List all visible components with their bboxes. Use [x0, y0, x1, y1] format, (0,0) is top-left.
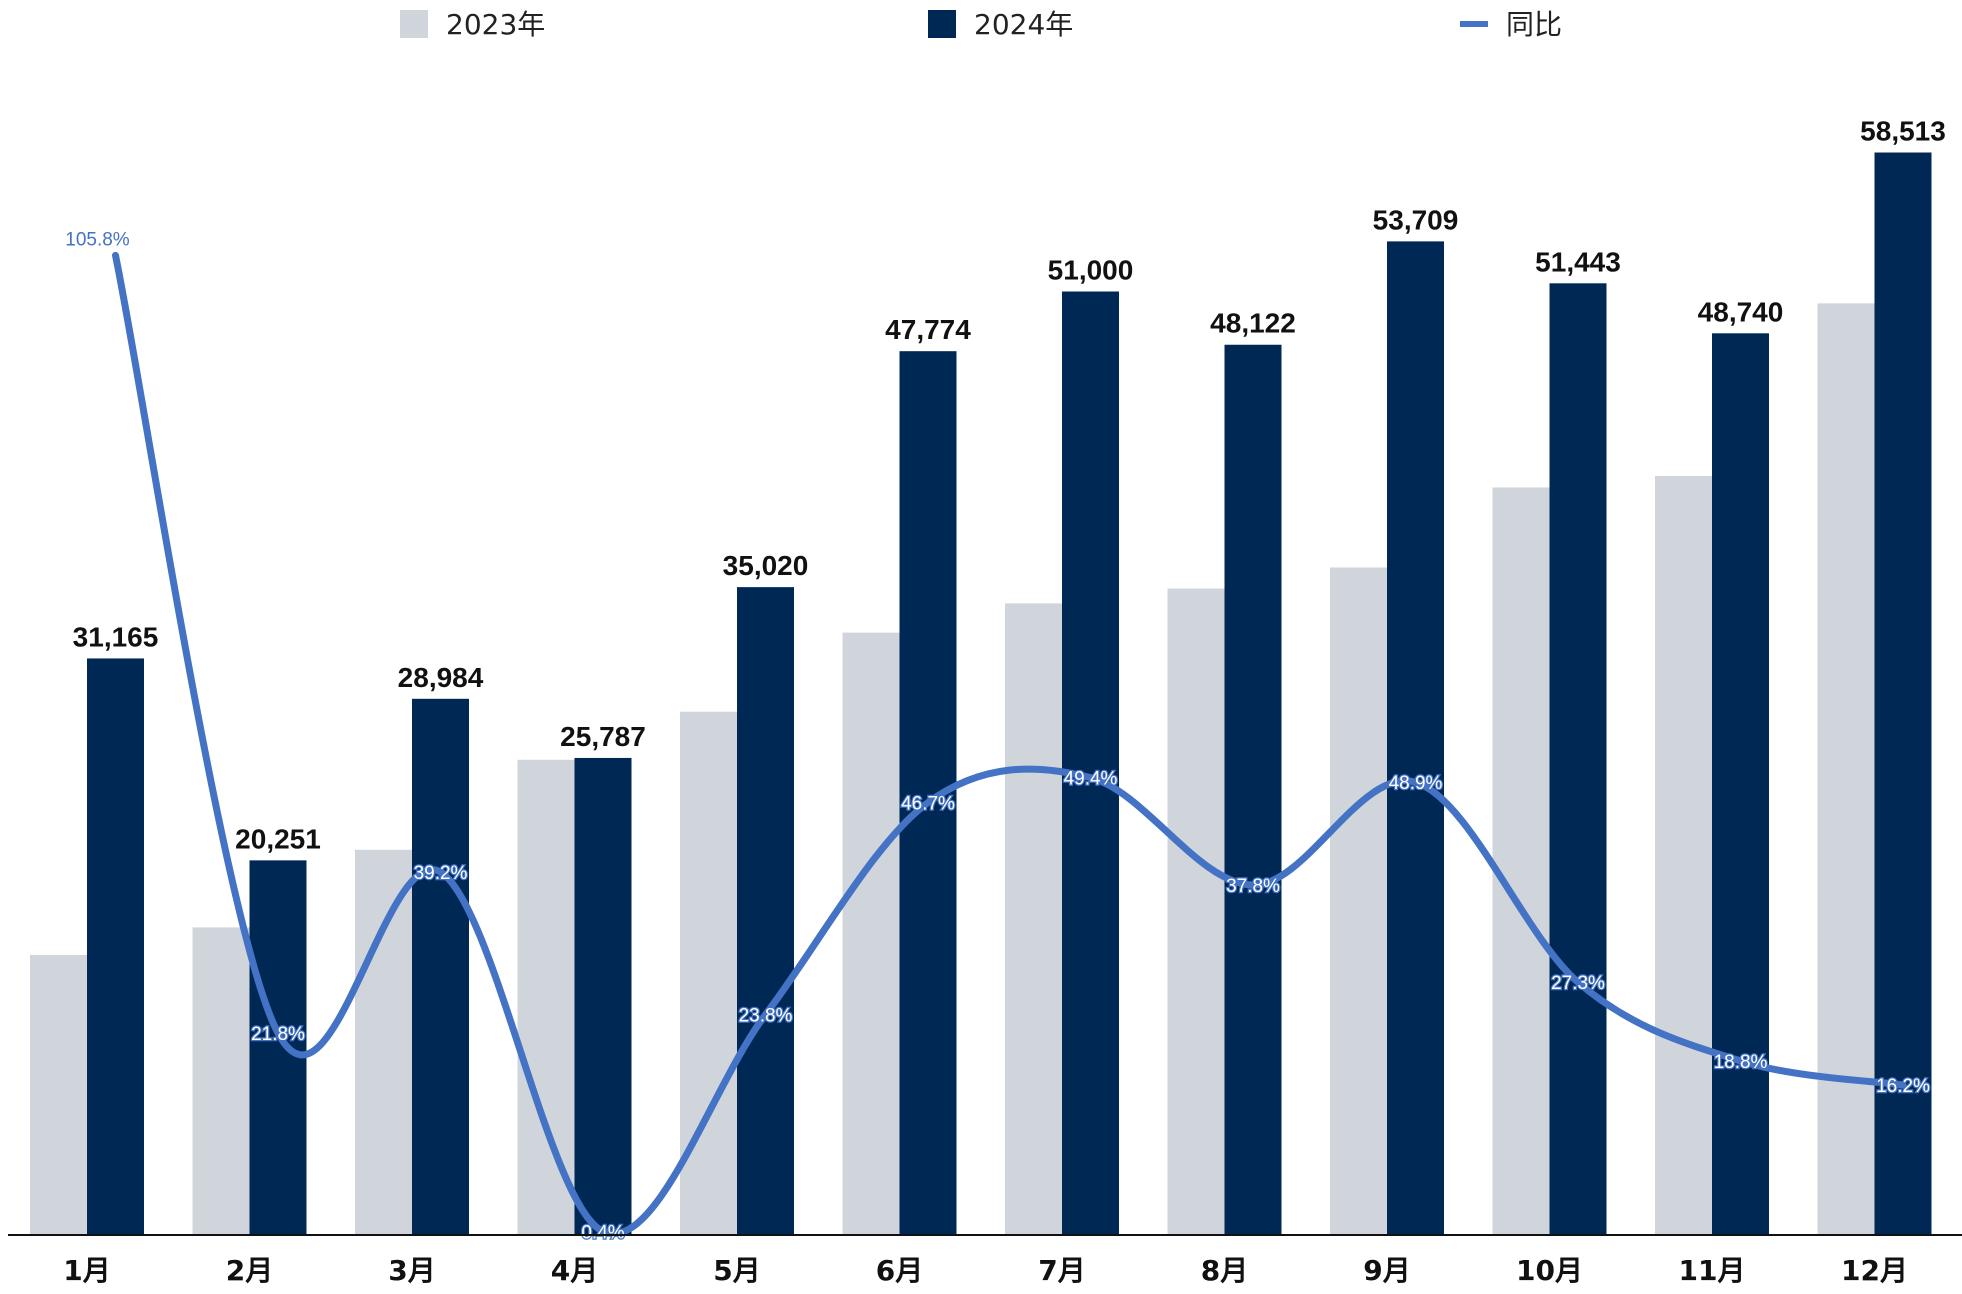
yoy-label-8: 37.8% [1226, 876, 1280, 897]
x-tick-7: 7月 [1038, 1254, 1085, 1287]
yoy-label-11: 18.8% [1714, 1052, 1768, 1073]
yoy-label-3: 39.2% [414, 863, 468, 884]
x-tick-10: 10月 [1516, 1254, 1583, 1287]
yoy-label-9: 48.9% [1389, 773, 1443, 794]
yoy-label-12: 16.2% [1876, 1076, 1930, 1097]
yoy-label-7: 49.4% [1064, 769, 1118, 790]
yoy-line [112, 251, 1907, 1237]
value-label-2024-6: 47,774 [885, 314, 971, 345]
yoy-label-5: 23.8% [739, 1006, 793, 1027]
bar-2024-11 [1712, 333, 1769, 1235]
bar-2023-12 [1817, 303, 1875, 1235]
bars-layer [30, 152, 1932, 1236]
value-label-2024-5: 35,020 [723, 550, 809, 581]
bar-2024-1 [87, 658, 144, 1235]
bar-2024-7 [1062, 291, 1119, 1235]
pct-labels-layer: 105.8% 21.8% 39.2% 0.4% 23.8% 46.7% 49.4% 37.8%… [65, 229, 1931, 1244]
x-tick-11: 11月 [1679, 1254, 1746, 1287]
bar-2023-3 [355, 849, 412, 1235]
legend: 2023年 2024年 同比 [400, 8, 1562, 41]
legend-label-1: 2024年 [974, 8, 1073, 41]
yoy-label-2: 21.8% [251, 1024, 305, 1045]
yoy-label-10: 27.3% [1551, 973, 1605, 994]
x-tick-4: 4月 [551, 1254, 598, 1287]
x-tick-12: 12月 [1841, 1254, 1908, 1287]
x-tick-8: 8月 [1201, 1254, 1248, 1287]
value-label-2024-8: 48,122 [1210, 308, 1296, 339]
legend-swatch-1 [928, 10, 956, 38]
yoy-label-4: 0.4% [581, 1222, 624, 1243]
yoy-label-1: 105.8% [65, 229, 130, 250]
value-label-2024-11: 48,740 [1698, 296, 1784, 327]
bar-2023-10 [1492, 487, 1550, 1236]
bar-2023-6 [842, 632, 900, 1235]
bar-2023-11 [1655, 476, 1712, 1235]
value-label-2024-4: 25,787 [560, 721, 646, 752]
bar-2024-12 [1874, 152, 1932, 1235]
x-axis-ticks: 1月 2月 3月 4月 5月 6月 7月 8月 9月 10月 11月 12月 [63, 1254, 1908, 1287]
value-label-2024-2: 20,251 [235, 823, 321, 854]
value-label-2024-1: 31,165 [73, 621, 159, 652]
x-tick-6: 6月 [876, 1254, 923, 1287]
bar-2023-1 [30, 954, 87, 1235]
legend-swatch-0 [400, 10, 428, 38]
value-labels-layer: 31,165 20,251 28,984 25,787 35,020 47,774 51,0… [73, 116, 1946, 855]
value-label-2024-9: 53,709 [1373, 204, 1459, 235]
bar-2023-8 [1167, 588, 1225, 1235]
value-label-2024-7: 51,000 [1048, 255, 1134, 286]
bar-2024-9 [1387, 241, 1444, 1236]
x-tick-3: 3月 [388, 1254, 435, 1287]
bar-2024-5 [737, 587, 794, 1235]
legend-label-0: 2023年 [446, 8, 545, 41]
x-tick-9: 9月 [1363, 1254, 1410, 1287]
x-tick-2: 2月 [226, 1254, 273, 1287]
bar-2024-8 [1224, 344, 1282, 1235]
yoy-line-layer [112, 251, 1907, 1237]
x-tick-1: 1月 [63, 1254, 110, 1287]
legend-label-2: 同比 [1506, 8, 1562, 41]
bar-2023-7 [1005, 603, 1062, 1235]
value-label-2024-12: 58,513 [1860, 116, 1946, 147]
value-label-2024-10: 51,443 [1535, 246, 1621, 277]
value-label-2024-3: 28,984 [398, 662, 484, 693]
bar-2023-4 [517, 759, 575, 1235]
bar-2024-4 [574, 757, 632, 1235]
bar-2024-2 [249, 860, 307, 1235]
yoy-label-6: 46.7% [901, 794, 955, 815]
bar-2023-2 [192, 927, 250, 1235]
bar-2024-10 [1549, 283, 1607, 1235]
bar-2023-9 [1330, 567, 1387, 1235]
bar-2024-3 [412, 698, 469, 1235]
x-tick-5: 5月 [713, 1254, 760, 1287]
